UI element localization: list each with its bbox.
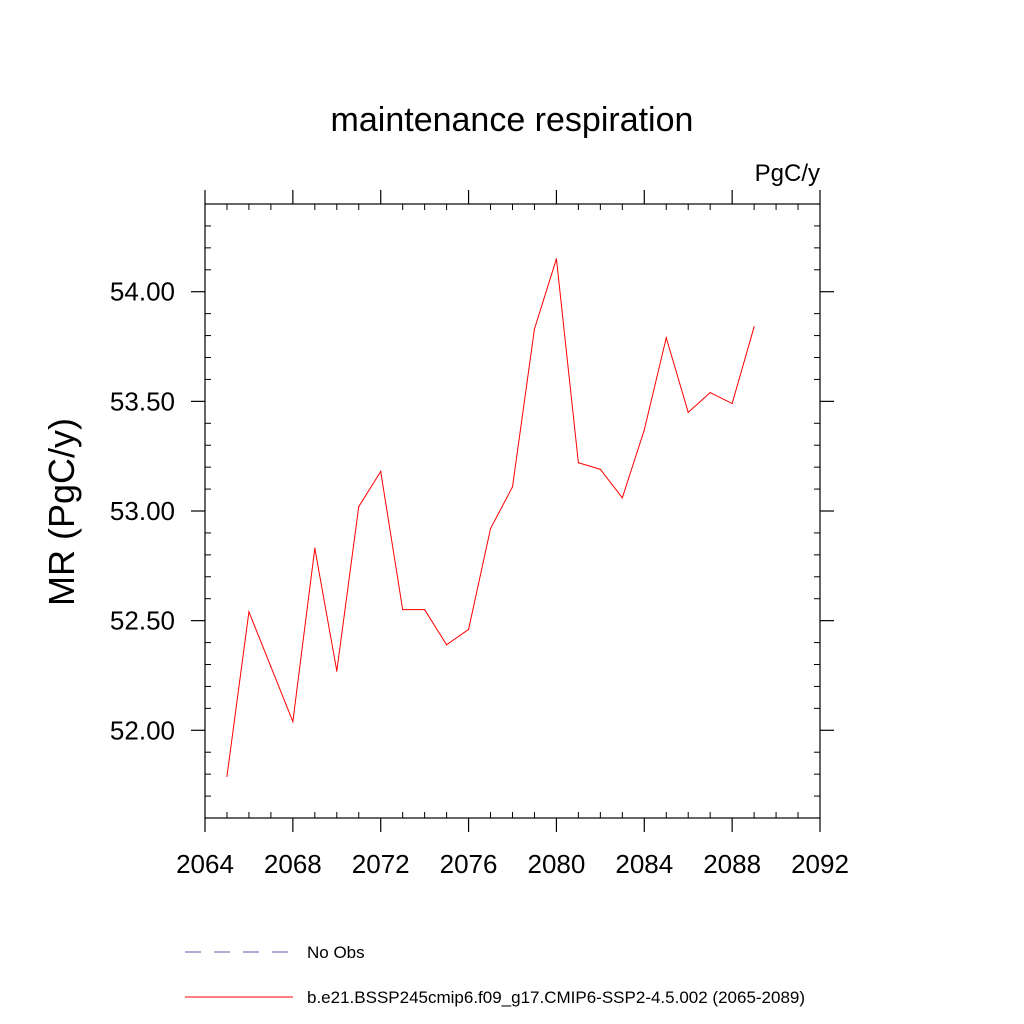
- x-tick-label: 2088: [703, 849, 761, 879]
- series-point: [709, 391, 711, 394]
- plot-area: 2064 2068 2072 2076 2080 2084 2088 2092 52.00 52.…: [110, 190, 849, 879]
- series-point: [621, 497, 623, 499]
- y-tick-label: 53.00: [110, 496, 175, 526]
- x-tick-label: 2064: [176, 849, 234, 879]
- series-point: [467, 628, 470, 631]
- series-line: [226, 258, 755, 777]
- x-tick-label: 2084: [615, 849, 673, 879]
- series-point: [489, 527, 492, 530]
- series-point: [643, 429, 645, 431]
- series-point: [687, 411, 689, 413]
- series-point: [511, 486, 514, 488]
- series-point: [577, 462, 579, 464]
- y-axis-label: MR (PgC/y): [41, 418, 82, 606]
- legend-label: No Obs: [307, 943, 365, 962]
- series-point: [358, 506, 360, 508]
- y-tick-label: 52.50: [110, 606, 175, 636]
- series-point: [314, 547, 316, 549]
- series-point: [336, 670, 338, 672]
- series-point: [270, 666, 272, 668]
- series-point: [380, 470, 382, 473]
- legend: No Obs b.e21.BSSP245cmip6.f09_g17.CMIP6-S…: [185, 943, 805, 1007]
- series-point: [731, 402, 733, 405]
- series-point: [292, 720, 294, 723]
- y-tick-label: 52.00: [110, 715, 175, 745]
- series-point: [446, 644, 448, 646]
- series-point: [753, 326, 755, 328]
- chart-title: maintenance respiration: [331, 101, 694, 139]
- x-tick-label: 2092: [791, 849, 849, 879]
- x-tick-label: 2080: [528, 849, 586, 879]
- x-tick-label: 2068: [264, 849, 322, 879]
- units-label: PgC/y: [755, 160, 820, 187]
- series-point: [533, 328, 536, 330]
- series-point: [599, 468, 601, 470]
- series-point: [226, 775, 228, 777]
- plot-frame: [204, 203, 821, 819]
- series-point: [424, 609, 426, 611]
- x-tick-label: 2072: [352, 849, 410, 879]
- y-tick-label: 53.50: [110, 386, 175, 416]
- series-point: [555, 258, 558, 260]
- series-point: [248, 611, 250, 613]
- series-point: [665, 337, 667, 339]
- series-point: [402, 609, 404, 611]
- legend-label: b.e21.BSSP245cmip6.f09_g17.CMIP6-SSP2-4.…: [307, 988, 805, 1007]
- y-tick-label: 54.00: [110, 277, 175, 307]
- x-tick-label: 2076: [440, 849, 498, 879]
